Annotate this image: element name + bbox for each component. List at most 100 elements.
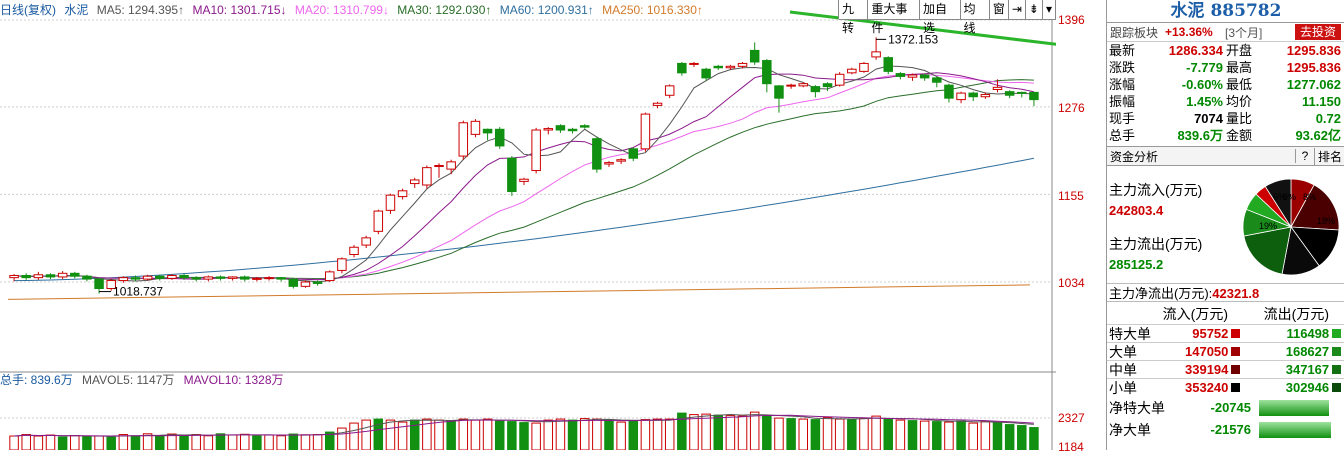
quote-value: 1.45%	[1186, 94, 1223, 109]
candle-body	[944, 84, 954, 99]
quote-value: -7.779	[1186, 60, 1223, 75]
candle-body	[130, 277, 141, 280]
candle-body	[883, 57, 893, 72]
invest-button[interactable]: 去投资	[1294, 24, 1341, 40]
flow-row: 大单 147050 168627	[1107, 342, 1344, 361]
volume-bar	[142, 433, 153, 450]
pie-label: 18%	[1317, 216, 1335, 226]
candle-body	[446, 161, 456, 170]
candle-body	[70, 272, 80, 277]
low-label: 1018.737	[113, 285, 163, 299]
flow-in-value: 339194	[1185, 362, 1229, 377]
candle-body	[57, 272, 68, 278]
candle-body	[652, 102, 663, 106]
candle-body	[579, 125, 590, 128]
volume-legend: 总手: 839.6万 MAVOL5: 1147万 MAVOL10: 1328万	[0, 373, 290, 387]
ma5-line	[14, 65, 1034, 283]
volume-bar	[494, 420, 505, 450]
chart-toolbar: 九转 重大事件 加自选 均线 窗 ⇥ ⇟ ▾	[838, 0, 1057, 35]
legend-ma5: MA5: 1294.395↑	[96, 3, 185, 17]
pie-label: 8%	[1303, 192, 1316, 202]
toolbar-jiuzhuan-button[interactable]: 九转	[839, 0, 869, 35]
candle-body	[604, 162, 614, 165]
pie-label: 9%	[1283, 192, 1296, 202]
volume-tick-2327: 2327	[1058, 411, 1085, 425]
net-flow-row: 净特大单 -20745	[1107, 398, 1344, 418]
help-icon[interactable]: ?	[1295, 149, 1314, 163]
toolbar-dropdown-icon[interactable]: ▾	[1042, 0, 1057, 20]
candle-body	[762, 60, 772, 85]
quote-label: 金额	[1226, 128, 1253, 143]
track-period[interactable]: [3个月]	[1225, 25, 1263, 40]
net-flow-value: -21576	[1210, 422, 1251, 437]
volume-bar	[907, 420, 918, 450]
volume-bar	[155, 435, 165, 450]
volume-total: 总手: 839.6万	[0, 373, 73, 387]
quote-label: 量比	[1226, 111, 1253, 126]
volume-bar	[932, 421, 942, 450]
candle-body	[907, 74, 918, 78]
pie-label: 6%	[1273, 192, 1286, 202]
candle-body	[288, 278, 299, 287]
flow-in-swatch	[1231, 329, 1241, 338]
candle-body	[677, 62, 687, 74]
candle-body	[215, 276, 226, 279]
volume-bar	[349, 422, 359, 450]
price-tick-1034: 1034	[1058, 276, 1085, 290]
toolbar-window-button[interactable]: 窗	[989, 0, 1009, 20]
flow-out-header: 流出(万元)	[1263, 306, 1329, 322]
flow-out-value: 168627	[1285, 344, 1330, 359]
net-flow-value: -20745	[1210, 400, 1251, 415]
track-row: 跟踪板块 +13.36% [3个月] 去投资	[1107, 23, 1344, 42]
candle-body	[895, 73, 906, 77]
toolbar-ma-button[interactable]: 均线	[960, 0, 990, 35]
volume-tick-1184: 1184	[1058, 440, 1084, 454]
flow-in-value: 353240	[1185, 380, 1229, 395]
volume-bar	[592, 418, 602, 450]
quote-table: 最新 1286.334 开盘 1295.836 涨跌 -7.779 最高 1295.836 涨幅…	[1107, 42, 1344, 144]
volume-bar	[543, 419, 554, 450]
candle-body	[337, 258, 347, 271]
stock-title: 水泥 885782	[1107, 0, 1344, 23]
candle-body	[992, 86, 1003, 90]
quote-value: -0.60%	[1181, 77, 1223, 92]
toolbar-pin-icon[interactable]: ⇥	[1008, 0, 1026, 20]
toolbar-down-arrow-icon[interactable]: ⇟	[1025, 0, 1043, 20]
candle-body	[33, 274, 44, 279]
candle-body	[494, 128, 505, 147]
candle-body	[191, 277, 201, 280]
rank-button[interactable]: 排名	[1314, 147, 1344, 165]
candle-body	[385, 194, 396, 211]
volume-bar	[33, 435, 44, 450]
pie-slice	[1243, 226, 1292, 275]
volume-bar	[373, 418, 384, 450]
candle-body	[276, 277, 286, 280]
net-flow-bar	[1259, 400, 1329, 416]
pie-slice	[1290, 184, 1340, 231]
volume-bar	[640, 419, 651, 450]
quote-label: 最新	[1109, 43, 1136, 58]
candle-body	[179, 274, 189, 279]
volume-bar	[664, 418, 675, 450]
volume-bar	[458, 418, 469, 450]
volume-bar	[1017, 425, 1027, 450]
flow-out-value: 116498	[1286, 326, 1330, 341]
toolbar-events-button[interactable]: 重大事件	[868, 0, 920, 35]
toolbar-add-watchlist-button[interactable]: 加自选	[920, 0, 961, 35]
candle-body	[240, 276, 250, 280]
volume-bar	[106, 436, 116, 450]
candle-body	[749, 49, 760, 63]
volume-bar	[798, 418, 808, 450]
volume-bar	[130, 435, 141, 450]
volume-bar	[871, 415, 881, 450]
volume-bar	[312, 434, 323, 450]
track-percent: +13.36%	[1165, 25, 1213, 39]
candle-body	[664, 85, 675, 96]
legend-period[interactable]: 日线(复权)	[0, 3, 56, 17]
quote-row: 现手 7074 量比 0.72	[1107, 110, 1344, 127]
candle-body	[94, 278, 104, 290]
volume-bar	[895, 419, 906, 450]
volume-bar	[82, 436, 92, 450]
